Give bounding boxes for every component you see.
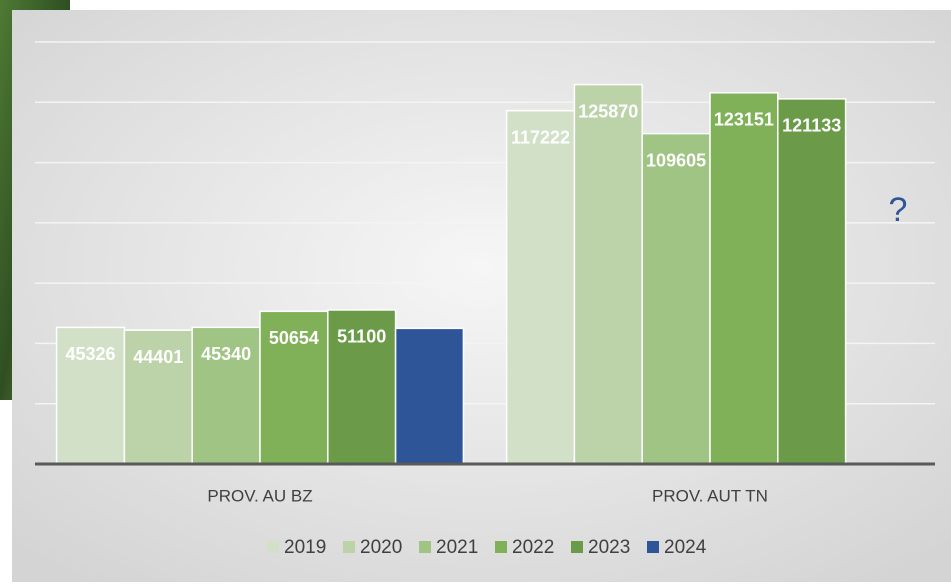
bar	[641, 132, 711, 465]
x-tick-label: PROV. AU BZ	[207, 486, 312, 505]
legend-label: 2023	[588, 537, 630, 558]
legend-swatch	[495, 541, 507, 553]
legend-label: 2024	[664, 537, 707, 558]
legend-label: 2021	[436, 537, 478, 558]
data-label: 109605	[646, 150, 706, 170]
data-label: 45340	[201, 344, 251, 364]
data-label: 50654	[269, 328, 319, 348]
legend-swatch	[267, 541, 279, 553]
data-label: 51100	[337, 327, 386, 347]
data-label: 125870	[578, 101, 638, 121]
legend-label: 2022	[512, 537, 554, 558]
bar	[327, 309, 397, 465]
bar	[777, 98, 847, 465]
data-label: 121133	[782, 116, 841, 136]
legend-label: 2019	[284, 537, 326, 558]
bar	[709, 92, 779, 465]
legend-swatch	[647, 541, 659, 553]
legend-swatch	[343, 541, 355, 553]
bar	[505, 109, 576, 465]
data-label: 45326	[65, 344, 115, 364]
bar	[573, 83, 643, 465]
data-label: 123151	[714, 110, 774, 130]
x-tick-label: PROV. AUT TN	[652, 486, 768, 505]
bar	[394, 327, 465, 465]
annotation: ?	[889, 191, 908, 229]
data-label: 117222	[511, 127, 570, 147]
legend-label: 2020	[360, 537, 402, 558]
legend-swatch	[419, 541, 431, 553]
data-label: 44401	[133, 347, 183, 367]
legend-swatch	[571, 541, 583, 553]
bar	[259, 310, 329, 465]
